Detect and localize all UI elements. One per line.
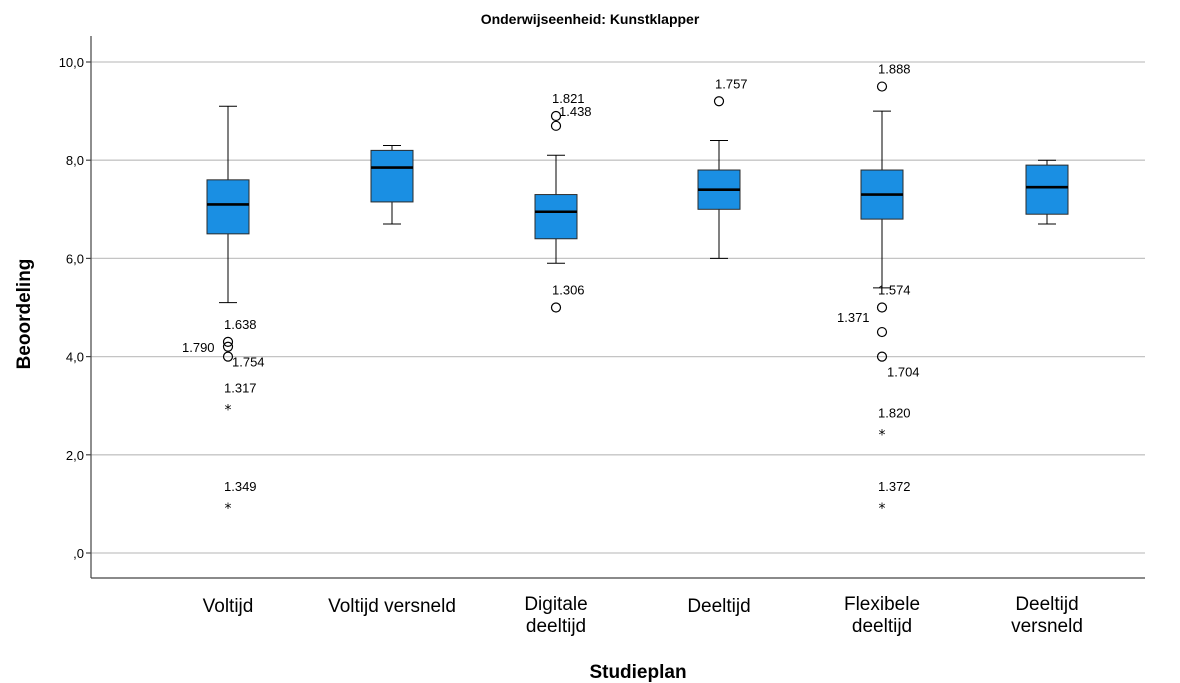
outlier-label: 1.888 xyxy=(878,62,911,77)
extreme-point: * xyxy=(879,501,886,517)
box-group: 1.757 xyxy=(697,76,748,259)
x-tick-label: Deeltijd xyxy=(687,596,750,617)
x-tick-label: Voltijd versneld xyxy=(328,596,456,617)
outlier-label: 1.754 xyxy=(232,355,265,370)
box-iqr xyxy=(206,179,250,235)
outlier-point xyxy=(222,341,234,352)
extreme-label: 1.820 xyxy=(878,405,911,420)
outlier-point xyxy=(550,120,562,131)
outlier-label: 1.306 xyxy=(552,283,585,298)
outlier-label: 1.790 xyxy=(182,340,215,355)
outlier-point xyxy=(876,326,888,338)
outlier-point xyxy=(550,110,562,122)
x-tick-label: Flexibele xyxy=(844,594,920,615)
axes xyxy=(90,36,1145,579)
extreme-label: 1.317 xyxy=(224,381,257,396)
outlier-label: 1.757 xyxy=(715,76,748,91)
y-tick-label: 8,0 xyxy=(66,153,84,168)
x-tick-label: deeltijd xyxy=(526,616,586,637)
box-iqr xyxy=(1025,164,1069,215)
box-group xyxy=(370,144,414,225)
y-tick-label: 2,0 xyxy=(66,448,84,463)
outlier-point xyxy=(876,351,888,362)
box-iqr xyxy=(370,149,414,203)
x-tick-label: versneld xyxy=(1011,616,1083,637)
extreme-label: 1.349 xyxy=(224,479,257,494)
outlier-label: 1.574 xyxy=(878,283,911,298)
outlier-point xyxy=(550,302,562,313)
extreme-label: 1.372 xyxy=(878,479,911,494)
y-tick-label: 6,0 xyxy=(66,251,84,266)
x-tick-label: Voltijd xyxy=(203,596,254,617)
outlier-point xyxy=(222,336,234,347)
x-axis-label: Studieplan xyxy=(589,662,686,683)
outlier-label: 1.438 xyxy=(559,104,592,119)
y-tick-label: 10,0 xyxy=(59,55,84,70)
gridlines xyxy=(86,61,1145,554)
chart-title: Onderwijseenheid: Kunstklapper xyxy=(481,11,700,27)
outlier-label: 1.704 xyxy=(887,365,920,380)
outlier-label: 1.638 xyxy=(224,317,257,332)
extreme-point: * xyxy=(225,501,232,517)
y-tick-label: 4,0 xyxy=(66,350,84,365)
y-tick-label: ,0 xyxy=(73,546,84,561)
extreme-point: * xyxy=(879,427,886,443)
outlier-point xyxy=(713,96,725,107)
outlier-point xyxy=(222,351,234,362)
x-tick-label: Digitale xyxy=(524,594,587,615)
x-tick-label: Deeltijd xyxy=(1015,594,1078,615)
outlier-label: 1.821 xyxy=(552,91,585,106)
x-tick-labels: Voltijd Voltijd versneld DigitaledeeltijdD… xyxy=(203,594,1083,637)
outlier-point xyxy=(876,81,888,92)
outlier-point xyxy=(876,302,888,313)
y-tick-labels: ,0 2,0 4,0 6,0 8,0 10,0 xyxy=(59,55,84,561)
box-iqr xyxy=(534,194,578,240)
y-axis-label: Beoordeling xyxy=(14,259,35,370)
outlier-label: 1.371 xyxy=(837,310,870,325)
box-group xyxy=(1025,159,1069,225)
extreme-point: * xyxy=(225,403,232,419)
box-group: * * 1.888 1.574 1.371 1.704 1.820 1.372 xyxy=(837,62,920,517)
box-group: * * 1.638 1.790 1.754 1.317 1.349 xyxy=(182,105,265,517)
x-tick-label: deeltijd xyxy=(852,616,912,637)
